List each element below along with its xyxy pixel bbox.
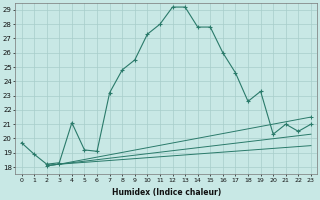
X-axis label: Humidex (Indice chaleur): Humidex (Indice chaleur) (112, 188, 221, 197)
